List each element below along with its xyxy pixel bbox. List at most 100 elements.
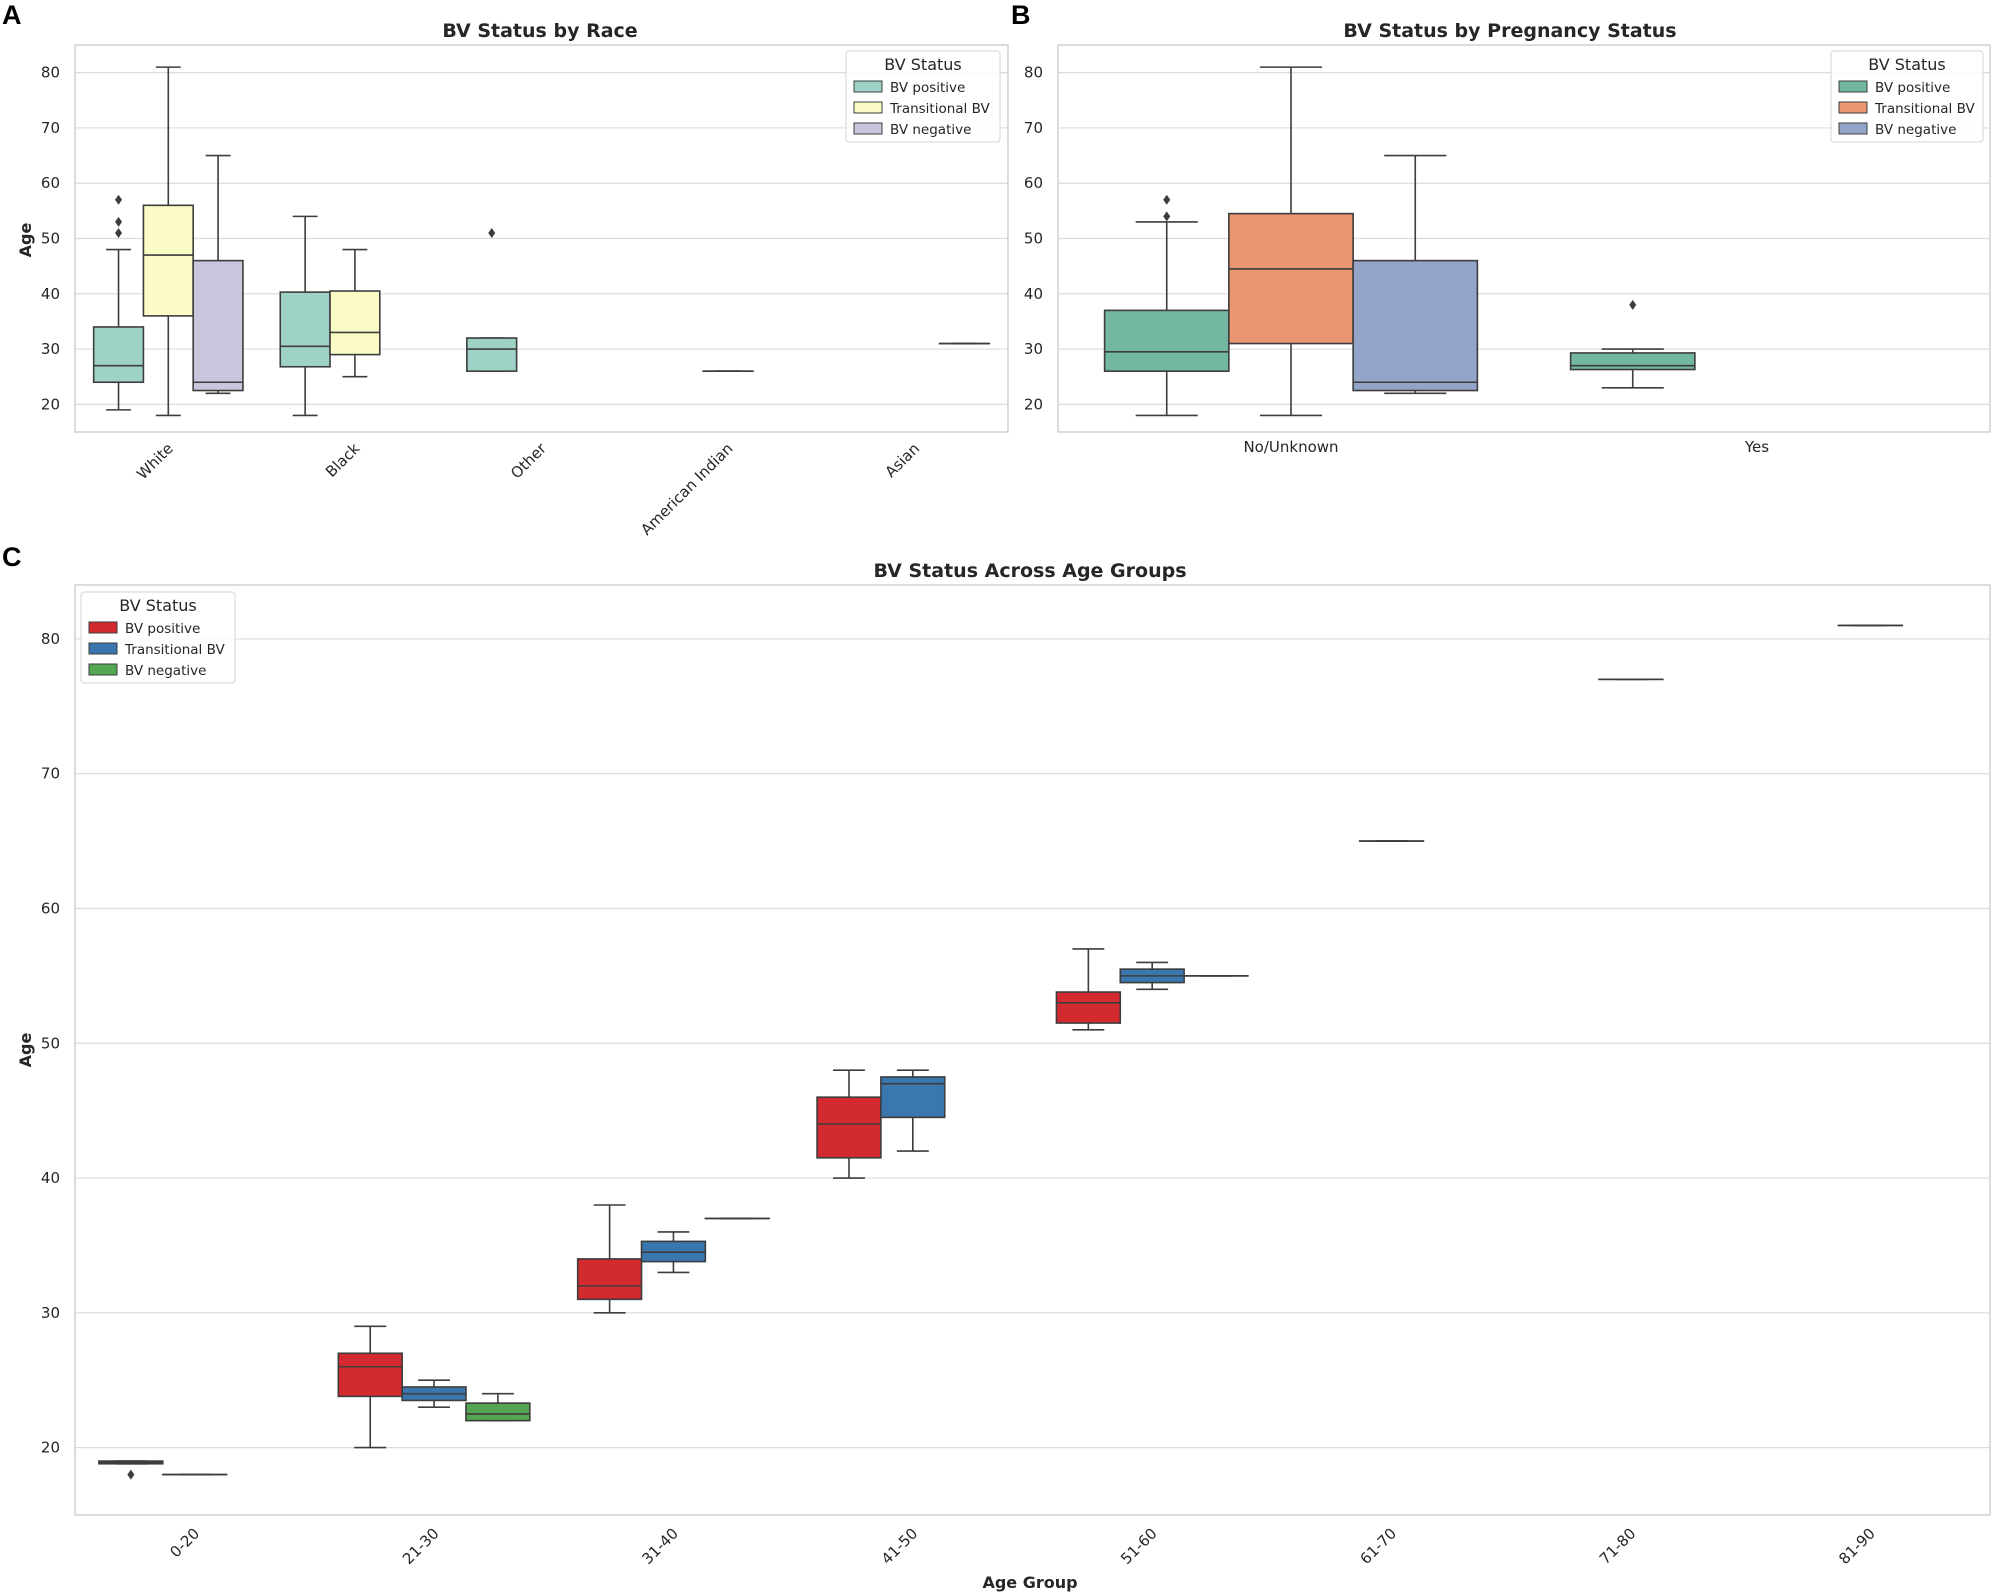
x-tick-label-a: Other — [507, 439, 550, 482]
plot-frame-c — [74, 584, 1991, 1516]
box-plot-c — [98, 1460, 164, 1480]
plot-frame-a — [74, 44, 1009, 433]
legend-swatch — [853, 122, 883, 135]
legend-b: BV Status BV positive Transitional BV BV ne… — [1830, 50, 1984, 143]
x-tick-label-c: 21-30 — [399, 1524, 443, 1568]
x-tick-label-a: Asian — [881, 439, 923, 481]
x-tick-label-c: 51-60 — [1117, 1524, 1161, 1568]
legend-swatch — [1838, 101, 1868, 114]
y-tick-label-b: 70 — [1024, 119, 1043, 137]
box-iqr — [329, 290, 381, 356]
legend-item-label: BV negative — [125, 663, 206, 679]
box-iqr — [816, 1096, 882, 1159]
y-tick-label-b: 40 — [1024, 285, 1043, 303]
legend-item-label: BV positive — [125, 621, 200, 637]
x-tick-label-c: 31-40 — [638, 1524, 682, 1568]
plot-frame-b — [1057, 44, 1991, 433]
legend-swatch — [88, 663, 118, 676]
outlier-point — [488, 227, 496, 238]
x-tick-label-a: White — [133, 439, 177, 483]
box-iqr — [465, 1402, 531, 1422]
legend-item-label: BV negative — [890, 122, 971, 138]
box-plot-c — [337, 1325, 403, 1449]
box-plot-a — [466, 227, 518, 372]
chart-title-a: BV Status by Race — [442, 20, 637, 42]
plot-panel-b: BV Status by Pregnancy Status 20 30 40 50 60… — [1024, 20, 1991, 456]
box-plot-c — [640, 1231, 707, 1274]
outlier-point — [127, 1469, 135, 1480]
y-tick-label-c: 60 — [41, 899, 60, 917]
y-tick-label-a: 20 — [41, 395, 60, 413]
box-plot-c — [880, 1069, 946, 1152]
y-axis-label-c: Age — [16, 1033, 35, 1068]
x-tick-label-c: 41-50 — [878, 1524, 922, 1568]
plot-panel-a: BV Status by Race Age 20 30 40 50 60 70 80 Whit… — [16, 20, 1009, 539]
legend-item-label: BV positive — [890, 80, 965, 96]
panel-letter-c: C — [2, 542, 22, 572]
legend-box — [845, 50, 1001, 143]
y-tick-label-a: 60 — [41, 174, 60, 192]
y-tick-label-c: 40 — [41, 1169, 60, 1187]
y-tick-label-a: 30 — [41, 340, 60, 358]
y-tick-label-c: 30 — [41, 1304, 60, 1322]
box-iqr — [192, 259, 244, 392]
outlier-point — [1163, 194, 1171, 205]
box-plot-a — [92, 194, 145, 411]
y-tick-label-b: 60 — [1024, 174, 1043, 192]
chart-title-c: BV Status Across Age Groups — [873, 560, 1186, 582]
outlier-point — [115, 227, 123, 238]
legend-swatch — [88, 642, 118, 655]
x-tick-label-b: Yes — [1744, 438, 1769, 456]
legend-swatch — [853, 80, 883, 93]
box-plot-c — [576, 1204, 643, 1314]
x-tick-label-c: 61-70 — [1356, 1524, 1400, 1568]
chart-title-b: BV Status by Pregnancy Status — [1343, 20, 1676, 42]
y-tick-label-a: 80 — [41, 64, 60, 82]
box-plot-a — [142, 66, 194, 417]
legend-box — [80, 591, 236, 684]
legend-swatch — [1838, 80, 1868, 93]
box-iqr — [92, 326, 145, 384]
x-tick-label-a: American Indian — [637, 439, 736, 538]
box-iqr — [279, 291, 331, 368]
outlier-point — [115, 194, 123, 205]
plot-panel-c: BV Status Across Age Groups Age Age Grou… — [16, 560, 1991, 1592]
legend-box — [1830, 50, 1984, 143]
legend-item-label: BV positive — [1875, 80, 1950, 96]
legend-title: BV Status — [884, 55, 962, 74]
box-iqr — [337, 1352, 403, 1398]
x-tick-label-c: 81-90 — [1835, 1524, 1879, 1568]
box-iqr — [1228, 212, 1354, 345]
box-plot-a — [279, 215, 331, 417]
legend-a: BV Status BV positive Transitional BV BV ne… — [845, 50, 1001, 143]
box-plot-a — [192, 154, 244, 395]
y-tick-label-b: 50 — [1024, 230, 1043, 248]
y-tick-label-c: 70 — [41, 765, 60, 783]
y-tick-label-a: 50 — [41, 230, 60, 248]
panel-letter-a: A — [2, 0, 22, 30]
x-tick-label-b: No/Unknown — [1243, 438, 1338, 456]
box-plot-c — [1119, 961, 1185, 991]
box-iqr — [142, 204, 194, 317]
y-tick-label-b: 80 — [1024, 64, 1043, 82]
legend-item-label: Transitional BV — [1874, 101, 1975, 117]
x-tick-label-c: 0-20 — [166, 1524, 203, 1561]
box-plot-b — [1352, 154, 1479, 395]
legend-swatch — [853, 101, 883, 114]
y-tick-label-a: 70 — [41, 119, 60, 137]
box-iqr — [466, 337, 518, 372]
legend-c: BV Status BV positive Transitional BV BV ne… — [80, 591, 236, 684]
y-axis-label-a: Age — [16, 223, 35, 258]
y-tick-label-c: 20 — [41, 1439, 60, 1457]
box-plot-c — [401, 1379, 467, 1408]
box-plot-c — [465, 1392, 531, 1422]
box-plot-c — [816, 1069, 882, 1179]
legend-item-label: Transitional BV — [124, 642, 225, 658]
legend-item-label: BV negative — [1875, 122, 1956, 138]
legend-item-label: Transitional BV — [889, 101, 990, 117]
x-tick-label-a: Black — [322, 439, 364, 481]
y-tick-label-c: 50 — [41, 1034, 60, 1052]
box-plot-b — [1569, 299, 1696, 389]
outlier-point — [1163, 211, 1171, 222]
box-plot-a — [329, 248, 381, 378]
